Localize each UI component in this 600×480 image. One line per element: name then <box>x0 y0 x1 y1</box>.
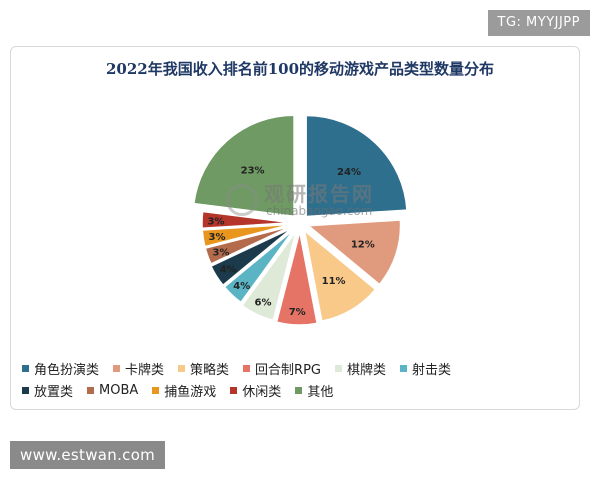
pie-slice-1 <box>305 114 408 218</box>
logo-domain: chinabaogao.com <box>266 204 373 218</box>
logo-name: 观研报告网 <box>264 182 374 206</box>
legend-item-7: 放置类 <box>22 381 73 400</box>
logo-icon <box>226 184 258 216</box>
watermark-bottom: www.estwan.com <box>10 441 166 469</box>
legend-item-5: 棋牌类 <box>335 359 386 378</box>
legend-swatch <box>22 364 29 372</box>
legend-item-11: 其他 <box>295 381 333 400</box>
legend-label: 策略类 <box>190 362 230 378</box>
legend-swatch <box>22 386 29 394</box>
legend-swatch <box>113 364 121 372</box>
legend-item-6: 射击类 <box>400 359 451 378</box>
pie-label-9: 3% <box>209 232 226 243</box>
legend-row: 角色扮演类 卡牌类 策略类 回合制RPG 棋牌类 射击类 <box>22 357 578 379</box>
pie-label-7: 4% <box>220 265 237 276</box>
legend-item-2: 卡牌类 <box>113 359 164 378</box>
legend-label: 休闲类 <box>242 384 282 400</box>
pie-slice-8 <box>204 225 292 265</box>
pie-slice-3 <box>303 228 377 322</box>
pie-slice-5 <box>241 230 297 322</box>
legend-item-8: MOBA <box>87 383 138 398</box>
legend-label: 其他 <box>307 384 334 400</box>
legend-swatch <box>230 386 238 394</box>
pie-label-4: 7% <box>289 307 306 318</box>
legend-swatch <box>87 386 95 394</box>
legend-item-4: 回合制RPG <box>243 359 321 378</box>
pie-label-8: 3% <box>213 248 230 259</box>
legend-label: 射击类 <box>412 362 452 378</box>
pie-slice-7 <box>209 227 293 287</box>
legend-label: MOBA <box>99 382 139 398</box>
pie-slice-6 <box>223 228 295 304</box>
pie-label-3: 11% <box>322 276 346 287</box>
legend-item-3: 策略类 <box>178 359 229 378</box>
pie-slice-2 <box>306 219 402 286</box>
pie-slice-9 <box>201 223 292 248</box>
legend-label: 放置类 <box>34 384 74 400</box>
chart-title: 2022年我国收入排名前100的移动游戏产品类型数量分布 <box>105 60 495 78</box>
legend-label: 角色扮演类 <box>34 362 100 378</box>
watermark-top: TG: MYYJJPP <box>487 10 590 36</box>
legend-item-9: 捕鱼游戏 <box>152 381 216 400</box>
legend-item-10: 休闲类 <box>230 381 281 400</box>
pie-label-6: 4% <box>233 281 250 292</box>
pie-slice-4 <box>275 231 319 326</box>
legend-swatch <box>295 386 303 394</box>
pie-label-1: 24% <box>337 167 361 178</box>
legend-item-1: 角色扮演类 <box>22 359 99 378</box>
legend-swatch <box>335 364 342 372</box>
pie-label-2: 12% <box>351 239 375 250</box>
pie-slice-11 <box>193 114 295 218</box>
watermark-logo: 观研报告网 chinabaogao.com <box>222 178 392 224</box>
pie-label-10: 3% <box>208 216 225 227</box>
legend-swatch <box>178 364 186 372</box>
chart-legend: 角色扮演类 卡牌类 策略类 回合制RPG 棋牌类 射击类放置类 MOBA 捕鱼游戏 休闲类 其他 <box>22 357 578 401</box>
legend-swatch <box>152 386 160 394</box>
legend-swatch <box>400 364 408 372</box>
pie-slice-10 <box>201 210 292 230</box>
legend-label: 捕鱼游戏 <box>164 384 217 400</box>
legend-label: 棋牌类 <box>347 362 387 378</box>
chart-frame <box>10 46 580 410</box>
legend-swatch <box>243 364 251 372</box>
legend-label: 回合制RPG <box>255 362 321 378</box>
legend-row: 放置类 MOBA 捕鱼游戏 休闲类 其他 <box>22 379 578 401</box>
pie-label-5: 6% <box>255 298 272 309</box>
legend-label: 卡牌类 <box>125 362 165 378</box>
pie-label-11: 23% <box>241 165 265 176</box>
